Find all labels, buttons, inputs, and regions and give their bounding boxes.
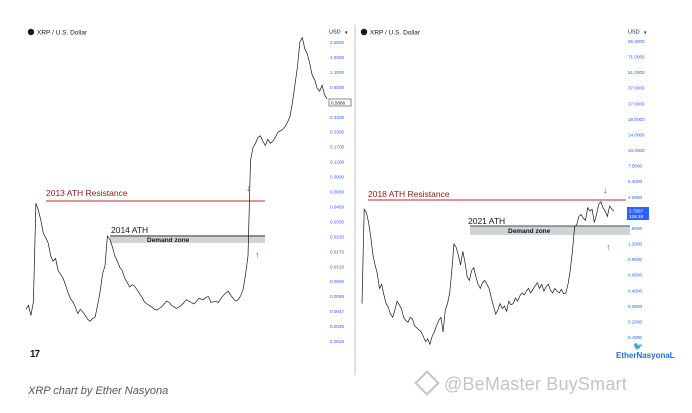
right-chart-panel: XRP / U.S. Dollar USD ▾ 95.0000 71.0000 51… <box>360 28 649 346</box>
right-current-price: 2.7987 <box>629 209 643 214</box>
right-ath-label: 2021 ATH <box>468 216 505 226</box>
left-pair-label: XRP / U.S. Dollar <box>37 30 88 37</box>
price-tick-label: 14.0000 <box>628 132 645 137</box>
price-tick-label: 0.2300 <box>330 130 344 135</box>
price-tick-label: 0.2500 <box>628 319 642 324</box>
price-tick-label: 0.0330 <box>330 219 344 224</box>
right-pair-label: XRP / U.S. Dollar <box>370 30 421 37</box>
left-currency-label[interactable]: USD <box>329 30 341 36</box>
price-tick-label: 19.0000 <box>628 117 645 122</box>
chart-caption: XRP chart by Ether Nasyona <box>28 385 169 397</box>
right-demand-zone <box>470 226 630 235</box>
left-demand-zone-label: Demand zone <box>147 237 190 244</box>
right-pair-header: XRP / U.S. Dollar <box>360 28 421 37</box>
price-tick-label: 1.5000 <box>330 55 344 60</box>
left-price-series <box>25 36 328 322</box>
right-price-axis: 95.0000 71.0000 51.0000 37.0000 27.0000 19.00… <box>628 39 645 340</box>
price-tick-label: 10.0000 <box>628 148 645 153</box>
price-tick-label: 0.0230 <box>330 234 344 239</box>
price-tick-label: 0.0090 <box>330 279 344 284</box>
price-tick-label: 0.0026 <box>330 339 344 344</box>
price-tick-label: 0.6500 <box>628 273 642 278</box>
price-tick-label: 0.4800 <box>628 288 642 293</box>
right-countdown: 126:18 <box>629 214 643 219</box>
right-price-badge <box>627 207 649 220</box>
left-price-badge <box>328 98 352 107</box>
price-tick-label: 0.0170 <box>330 249 344 254</box>
price-tick-label: 71.0000 <box>628 55 645 60</box>
price-tick-label: 0.1200 <box>330 160 344 165</box>
price-tick-label: 0.9000 <box>628 257 642 262</box>
price-tick-label: 7.5000 <box>628 164 642 169</box>
price-tick-label: 0.0035 <box>330 324 344 329</box>
price-tick-label: 2.0000 <box>330 40 344 45</box>
chevron-down-icon[interactable]: ▾ <box>345 30 348 36</box>
price-tick-label: 95.0000 <box>628 39 645 44</box>
right-resistance-label: 2018 ATH Resistance <box>368 189 450 199</box>
price-tick-label: 0.0047 <box>330 309 344 314</box>
price-tick-label: 1.1000 <box>330 70 344 75</box>
price-tick-label: 0.3500 <box>628 304 642 309</box>
price-tick-label: 0.0900 <box>330 175 344 180</box>
left-ath-label: 2014 ATH <box>111 225 148 235</box>
chevron-down-icon[interactable]: ▾ <box>644 30 647 36</box>
price-tick-label: 1.6000 <box>628 226 642 231</box>
watermark: @BeMaster BuySmart <box>414 370 627 396</box>
price-tick-label: 0.0650 <box>330 190 344 195</box>
right-price-series <box>361 200 615 346</box>
left-down-arrow-icon: ↓ <box>246 183 251 193</box>
right-currency-label[interactable]: USD <box>628 30 640 36</box>
price-tick-label: 0.1900 <box>628 335 642 340</box>
left-chart-panel: XRP / U.S. Dollar USD ▾ 2.0000 1.5000 1.10… <box>25 28 352 344</box>
price-tick-label: 27.0000 <box>628 101 645 106</box>
tradingview-logo: 17 <box>30 349 40 360</box>
left-demand-zone <box>110 235 265 243</box>
price-tick-label: 5.4000 <box>628 179 642 184</box>
left-resistance-label: 2013 ATH Resistance <box>46 188 128 198</box>
right-demand-zone-label: Demand zone <box>508 228 551 235</box>
twitter-icon: 🐦 <box>633 342 643 351</box>
xrp-logo-icon <box>27 28 35 36</box>
watermark-text: @BeMaster BuySmart <box>444 374 627 394</box>
left-price-axis: 2.00001.50001.10000.60000.45000.33000.23… <box>330 40 344 344</box>
left-current-price: 0.5888 <box>331 100 345 105</box>
price-tick-label: 4.0000 <box>628 195 642 200</box>
price-tick-label: 0.3300 <box>330 115 344 120</box>
price-tick-label: 0.0120 <box>330 264 344 269</box>
price-tick-label: 1.2000 <box>628 242 642 247</box>
right-down-arrow-icon: ↓ <box>603 185 608 195</box>
left-up-arrow-icon: ↑ <box>255 250 260 260</box>
left-pair-header: XRP / U.S. Dollar <box>27 28 88 37</box>
xrp-logo-icon <box>360 28 368 36</box>
price-tick-label: 0.0450 <box>330 204 344 209</box>
price-tick-label: 0.6000 <box>330 85 344 90</box>
diamond-icon <box>414 370 440 396</box>
price-tick-label: 0.0065 <box>330 294 344 299</box>
right-up-arrow-icon: ↑ <box>606 242 611 252</box>
price-tick-label: 51.0000 <box>628 70 645 75</box>
brand-label: EtherNasyonaL <box>616 351 675 360</box>
price-tick-label: 0.1700 <box>330 145 344 150</box>
price-tick-label: 37.0000 <box>628 86 645 91</box>
